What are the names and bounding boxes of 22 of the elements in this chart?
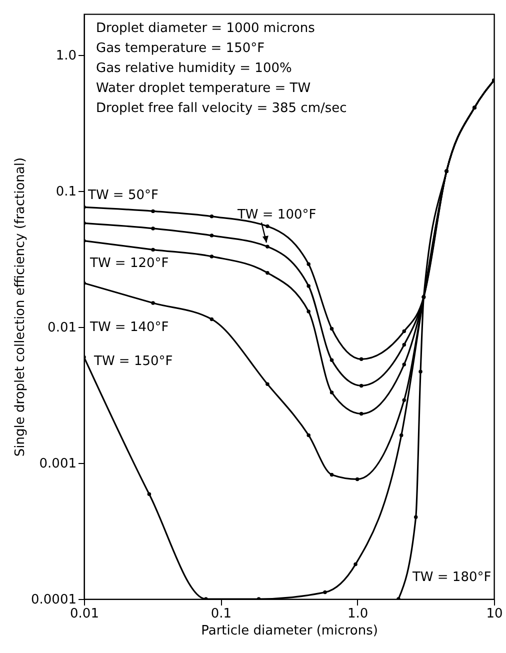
y-axis-title: Single droplet collection efficiency (fractional) <box>13 157 28 457</box>
x-tick-label: 0.01 <box>70 606 99 622</box>
series-label: TW = 150°F <box>93 354 173 370</box>
y-tick-label: 0.0001 <box>31 592 76 608</box>
x-axis-title: Particle diameter (microns) <box>201 624 378 638</box>
series-label: TW = 100°F <box>236 208 316 223</box>
x-tick-label: 1.0 <box>347 606 368 622</box>
annotation: Droplet free fall velocity = 385 cm/sec <box>96 101 347 116</box>
series-label: TW = 120°F <box>89 256 169 271</box>
annotation: Gas relative humidity = 100% <box>96 61 292 76</box>
annotation: Gas temperature = 150°F <box>96 41 265 56</box>
series-label: TW = 50°F <box>87 188 158 204</box>
annotation: Droplet diameter = 1000 microns <box>96 21 316 36</box>
series-label: TW = 140°F <box>89 320 169 336</box>
annotation: Water droplet temperature = TW <box>96 81 311 96</box>
y-tick-label: 0.01 <box>48 320 76 336</box>
y-tick-label: 0.001 <box>39 456 76 472</box>
y-tick-label: 0.1 <box>56 184 76 200</box>
y-tick-label: 1.0 <box>56 48 76 64</box>
x-tick-label: 0.1 <box>210 606 232 622</box>
x-tick-label: 10 <box>486 606 503 622</box>
series-label: TW = 180°F <box>411 570 492 585</box>
